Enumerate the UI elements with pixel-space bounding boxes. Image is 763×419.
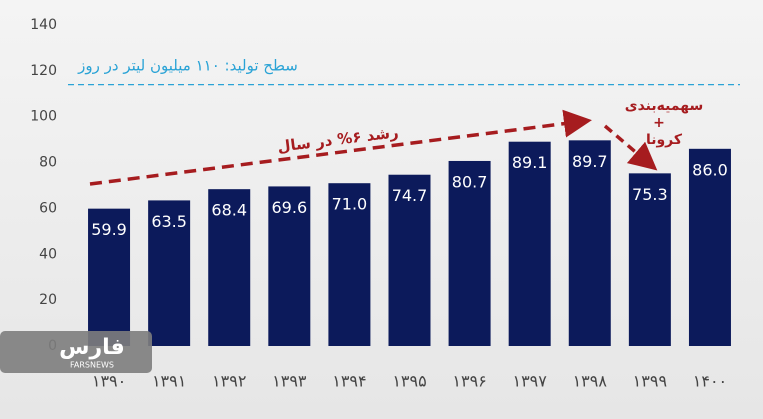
y-tick-label: 20	[39, 292, 57, 308]
value-label: 68.4	[211, 201, 247, 220]
bar	[448, 160, 491, 346]
x-tick-label: ۱۳۹۱	[152, 372, 186, 391]
x-tick-label: ۱۳۹۸	[573, 372, 608, 391]
bar	[508, 141, 551, 346]
bar	[328, 183, 371, 346]
y-tick-label: 120	[30, 63, 57, 79]
value-label: 89.1	[512, 153, 548, 172]
y-tick-label: 100	[30, 109, 57, 125]
bar	[208, 189, 251, 346]
y-tick-label: 60	[39, 200, 57, 216]
drop-annotation: کرونا	[646, 132, 683, 148]
x-tick-label: ۱۳۹۶	[452, 372, 486, 391]
watermark-sub: FARSNEWS	[70, 361, 114, 370]
bar	[628, 173, 671, 346]
x-tick-label: ۱۴۰۰	[693, 372, 727, 391]
x-tick-label: ۱۳۹۰	[92, 372, 126, 391]
watermark: فارس	[59, 335, 125, 360]
trend-arrow	[89, 109, 592, 186]
drop-arrow	[603, 124, 658, 171]
x-tick-label: ۱۳۹۵	[392, 372, 426, 391]
bar	[568, 140, 611, 346]
x-tick-label: ۱۳۹۲	[212, 372, 246, 391]
value-label: 59.9	[91, 220, 127, 239]
x-tick-label: ۱۳۹۹	[633, 372, 667, 391]
watermark-box	[0, 331, 152, 373]
value-label: 71.0	[332, 195, 368, 214]
value-label: 63.5	[151, 212, 187, 231]
drop-annotation: سهمیه‌بندی	[625, 98, 704, 114]
bar	[268, 186, 311, 346]
bar	[388, 174, 431, 346]
y-tick-label: 40	[39, 246, 57, 262]
value-label: 69.6	[272, 198, 308, 217]
x-tick-label: ۱۳۹۳	[272, 372, 307, 391]
x-tick-label: ۱۳۹۷	[512, 372, 547, 391]
value-label: 80.7	[452, 172, 488, 191]
value-label: 86.0	[692, 160, 728, 179]
value-label: 75.3	[632, 185, 668, 204]
value-label: 74.7	[392, 186, 428, 205]
value-label: 89.7	[572, 152, 608, 171]
bar	[88, 208, 131, 346]
y-tick-label: 80	[39, 155, 57, 171]
y-tick-label: 140	[30, 17, 57, 33]
bar	[688, 148, 731, 346]
x-tick-label: ۱۳۹۴	[332, 372, 366, 391]
drop-annotation: +	[653, 115, 665, 131]
reference-label: سطح تولید: ۱۱۰ میلیون لیتر در روز	[77, 57, 298, 75]
bar	[148, 200, 191, 346]
